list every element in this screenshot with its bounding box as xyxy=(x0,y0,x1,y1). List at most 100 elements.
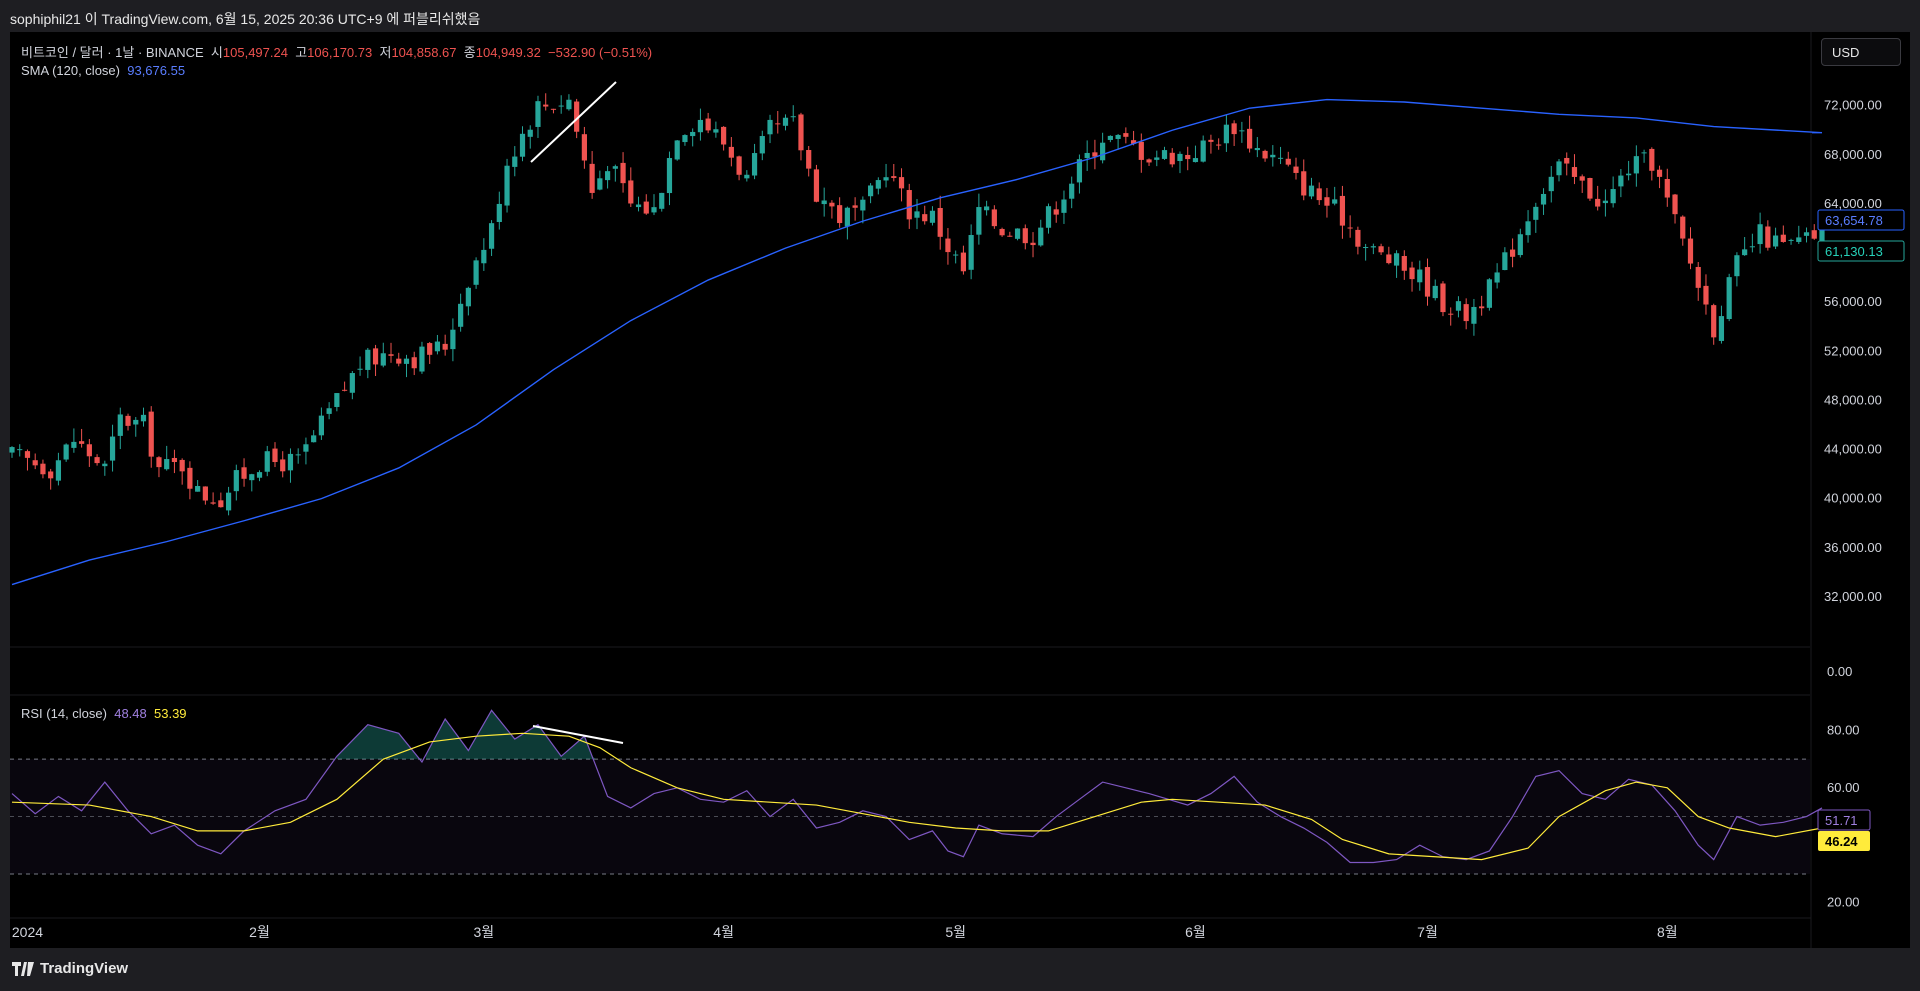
candle-down xyxy=(1355,229,1361,247)
sma-legend[interactable]: SMA (120, close) 93,676.55 xyxy=(21,63,185,78)
candle-down xyxy=(1409,267,1415,280)
candle-down xyxy=(1564,157,1570,164)
rsi-tick-label: 60.00 xyxy=(1827,780,1860,795)
candle-up xyxy=(844,207,850,227)
time-tick-label: 5월 xyxy=(945,924,966,940)
candle-up xyxy=(1819,220,1825,241)
candle-down xyxy=(1208,139,1214,142)
price-tick-label: 44,000.00 xyxy=(1824,442,1882,457)
candle-down xyxy=(1703,285,1709,305)
candle-down xyxy=(628,180,634,204)
candles-group xyxy=(9,93,1825,516)
candle-up xyxy=(133,419,139,425)
candle-up xyxy=(1517,234,1523,256)
candle-up xyxy=(1239,130,1245,132)
candle-up xyxy=(1525,221,1531,236)
time-tick-label: 2024 xyxy=(12,924,43,940)
candle-down xyxy=(1216,144,1222,146)
tradingview-logo-icon xyxy=(12,961,34,976)
candle-down xyxy=(388,354,394,356)
candle-down xyxy=(396,358,402,364)
candle-up xyxy=(365,349,371,370)
footer-bar: TradingView xyxy=(0,948,1920,991)
tradingview-logo[interactable]: TradingView xyxy=(12,960,128,977)
candle-up xyxy=(984,206,990,211)
low-label: 저 xyxy=(379,45,392,60)
time-axis[interactable]: 2024 2월 3월 4월 5월 6월 7월 8월 xyxy=(12,924,1678,940)
candle-up xyxy=(782,117,789,126)
candle-down xyxy=(1448,313,1454,315)
candle-down xyxy=(922,214,928,222)
currency-button[interactable]: USD xyxy=(1821,38,1901,66)
candle-down xyxy=(1463,304,1469,322)
symbol-legend[interactable]: 비트코인 / 달러 · 1날 · BINANCE 시105,497.24 고10… xyxy=(21,42,652,61)
time-tick-label: 4월 xyxy=(713,924,734,940)
symbol-name: 비트코인 / 달러 · 1날 · BINANCE xyxy=(21,45,204,60)
candle-up xyxy=(883,177,889,181)
candle-up xyxy=(1788,239,1794,241)
high-label: 고 xyxy=(295,45,308,60)
candle-down xyxy=(999,228,1005,236)
candle-up xyxy=(1277,157,1284,159)
time-tick-label: 2월 xyxy=(249,924,270,940)
candle-down xyxy=(1293,166,1299,173)
candle-up xyxy=(249,474,255,481)
candle-down xyxy=(48,471,54,479)
candle-up xyxy=(651,207,657,213)
candle-up xyxy=(751,153,758,176)
candle-up xyxy=(1038,227,1044,246)
price-tick-label: 32,000.00 xyxy=(1824,589,1882,604)
price-trendline[interactable] xyxy=(530,81,617,163)
candle-down xyxy=(1138,141,1144,160)
candle-down xyxy=(372,348,379,365)
last-price-badge xyxy=(1817,240,1905,262)
price-axis[interactable]: 32,000.00 36,000.00 40,000.00 44,000.00 48,0… xyxy=(1824,98,1882,604)
candle-up xyxy=(419,346,425,372)
candle-up xyxy=(109,436,116,461)
chart-area[interactable] xyxy=(10,32,1910,948)
candle-down xyxy=(187,467,193,489)
rsi-value-badge-text: 51.71 xyxy=(1825,813,1858,828)
candle-down xyxy=(1579,176,1585,181)
candle-up xyxy=(450,329,456,350)
publish-header: sophiphil21 이 TradingView.com, 6월 15, 20… xyxy=(0,0,1920,32)
candle-down xyxy=(1587,177,1593,199)
candle-up xyxy=(1626,173,1632,176)
candle-down xyxy=(1378,246,1384,253)
rsi-tick-label: 80.00 xyxy=(1827,722,1860,737)
candle-up xyxy=(1502,252,1508,271)
candle-up xyxy=(867,185,874,197)
candle-up xyxy=(1177,153,1183,162)
candle-down xyxy=(179,459,185,472)
candle-down xyxy=(937,207,943,237)
candle-up xyxy=(140,414,147,422)
candle-down xyxy=(991,209,997,227)
candle-up xyxy=(434,341,441,352)
time-tick-label: 3월 xyxy=(473,924,494,940)
candle-down xyxy=(411,357,417,369)
candle-down xyxy=(620,162,626,184)
candle-down xyxy=(210,502,216,504)
candle-up xyxy=(659,192,665,209)
candle-down xyxy=(1595,198,1601,207)
open-value: 105,497.24 xyxy=(222,45,288,60)
candle-up xyxy=(334,393,340,407)
candle-up xyxy=(303,444,309,452)
candle-up xyxy=(287,453,294,471)
candle-down xyxy=(1656,169,1663,177)
candle-down xyxy=(272,448,278,463)
candle-up xyxy=(1069,183,1075,199)
candle-up xyxy=(1254,148,1260,151)
candle-up xyxy=(1742,249,1748,256)
rsi-line xyxy=(11,709,1823,864)
rsi-legend[interactable]: RSI (14, close) 48.48 53.39 xyxy=(21,706,187,721)
candle-up xyxy=(821,200,827,205)
candle-down xyxy=(1316,188,1322,201)
rsi-trendline[interactable] xyxy=(532,725,624,744)
candle-down xyxy=(589,163,595,193)
candle-down xyxy=(1386,254,1392,264)
candle-down xyxy=(202,486,208,501)
candle-up xyxy=(326,408,332,414)
publish-text: sophiphil21 이 TradingView.com, 6월 15, 20… xyxy=(10,11,481,27)
